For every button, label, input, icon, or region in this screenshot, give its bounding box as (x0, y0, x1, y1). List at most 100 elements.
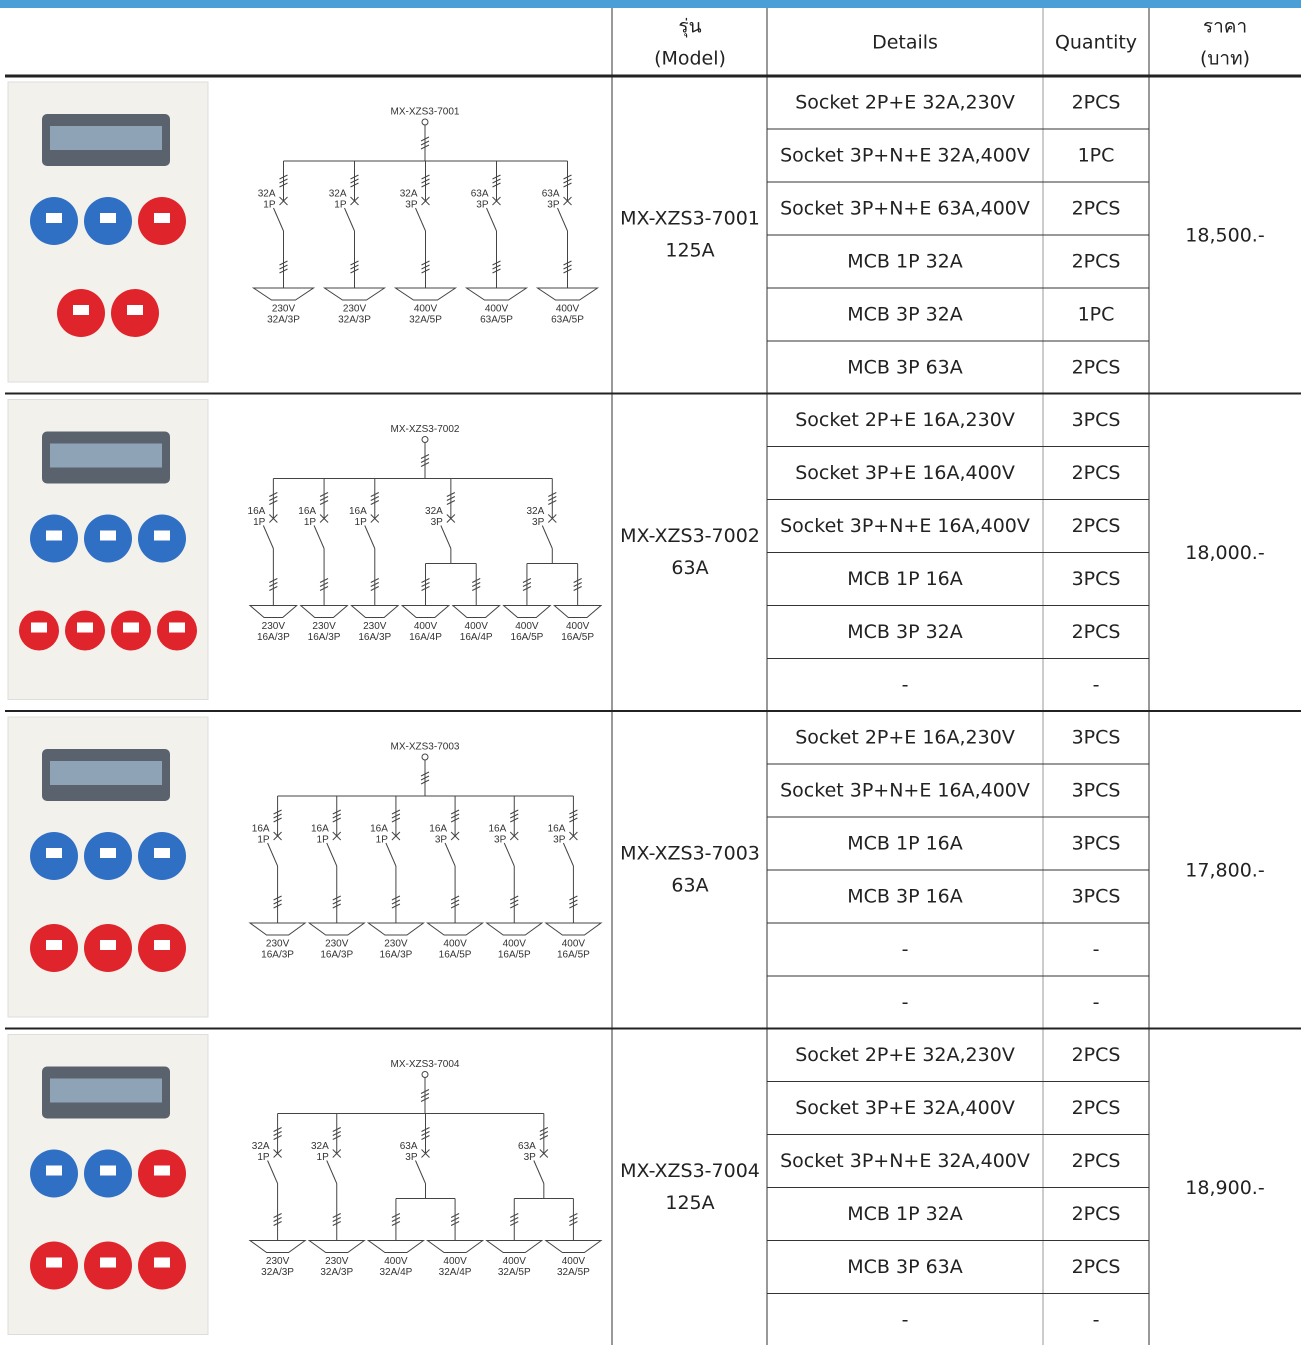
breaker-x (269, 514, 278, 523)
hash (370, 582, 380, 587)
detail: - (902, 674, 909, 696)
breaker-label: 1P (355, 517, 368, 528)
outlet-label: 32A/5P (498, 1267, 531, 1278)
main-node (421, 118, 429, 126)
breaker-label: 3P (431, 517, 444, 528)
hash (510, 809, 519, 815)
socket-cap (46, 530, 62, 541)
hash (350, 264, 359, 270)
rating: 125A (665, 240, 714, 262)
hash (563, 182, 572, 188)
hash (420, 771, 430, 777)
hash (269, 496, 278, 501)
outlet-label: 16A/5P (498, 950, 531, 961)
socket-cap (73, 305, 89, 315)
breaker-x (569, 831, 578, 841)
hash (421, 268, 430, 274)
socket-cap (46, 940, 62, 950)
hash (563, 268, 572, 274)
breaker-arm (344, 207, 355, 232)
hash (332, 1135, 341, 1140)
breaker-arm (562, 842, 574, 867)
hash (391, 1221, 401, 1226)
hash (370, 578, 380, 583)
quantity: 2PCS (1072, 1150, 1121, 1172)
breaker-label: 1P (334, 200, 347, 211)
outlet (366, 1240, 426, 1253)
socket-cap (100, 940, 116, 950)
detail: - (902, 1309, 909, 1331)
breaker-label: 16A (248, 506, 266, 517)
outlet (393, 287, 458, 301)
hash (420, 1097, 430, 1102)
breaker-label: 63A (471, 189, 489, 200)
hash (421, 264, 430, 270)
socket-cap (154, 848, 170, 858)
quantity: 1PC (1078, 145, 1115, 167)
outlet-label: 400V (515, 621, 539, 632)
breaker-arm (415, 1160, 426, 1184)
detail: MCB 3P 32A (847, 621, 963, 643)
outlet-label: 230V (262, 621, 286, 632)
hash (563, 174, 572, 180)
outlet (307, 1240, 366, 1253)
quantity: 1PC (1078, 304, 1115, 326)
hash (563, 260, 572, 266)
breaker-label: 16A (298, 506, 316, 517)
hash (420, 1093, 430, 1098)
socket-cap (169, 622, 185, 633)
price: 18,000.- (1185, 542, 1264, 564)
breaker-label: 16A (488, 824, 506, 835)
hash (391, 809, 401, 815)
socket-cap (77, 622, 93, 633)
hash (319, 496, 329, 501)
outlet (544, 1240, 603, 1253)
detail: MCB 1P 16A (847, 568, 963, 590)
diagram-title: MX-XZS3-7001 (391, 107, 460, 118)
hash (573, 578, 582, 583)
hash (471, 582, 481, 587)
hash (279, 174, 288, 180)
hash (273, 903, 282, 909)
outlet-label: 400V (503, 939, 527, 950)
breaker-label: 16A (429, 824, 447, 835)
outlet (350, 605, 400, 618)
outlet-label: 16A/5P (511, 632, 544, 643)
hash (370, 496, 380, 501)
outlet-label: 16A/5P (439, 950, 472, 961)
breaker-label: 1P (317, 1152, 330, 1163)
outlet-label: 400V (562, 1256, 586, 1267)
hash (569, 813, 578, 819)
outlet (485, 922, 544, 936)
hash (350, 260, 359, 266)
breaker-label: 16A (370, 824, 388, 835)
hash (450, 1213, 460, 1218)
outlet-label: 230V (325, 1256, 349, 1267)
hash (510, 817, 519, 823)
breaker-label: 1P (257, 1152, 270, 1163)
breaker-arm (415, 207, 426, 232)
hash (563, 264, 572, 270)
hash (539, 1135, 549, 1140)
socket-cap (154, 530, 170, 541)
hash (350, 268, 359, 274)
socket-cap (154, 940, 170, 950)
outlet (248, 605, 299, 618)
hash (450, 895, 460, 901)
breaker-arm (385, 842, 397, 867)
detail: Socket 2P+E 32A,230V (795, 1044, 1015, 1066)
hash (332, 895, 341, 901)
breaker-arm (313, 525, 325, 549)
hash (573, 586, 582, 591)
quantity: 2PCS (1072, 462, 1121, 484)
socket-cap (100, 1165, 116, 1176)
outlet-label: 230V (312, 621, 336, 632)
hash (421, 1127, 430, 1132)
hash (450, 903, 460, 909)
hash (332, 817, 341, 823)
socket-cap (154, 1257, 170, 1268)
hash (569, 817, 578, 823)
socket-cap (46, 1257, 62, 1268)
hash (573, 582, 582, 587)
